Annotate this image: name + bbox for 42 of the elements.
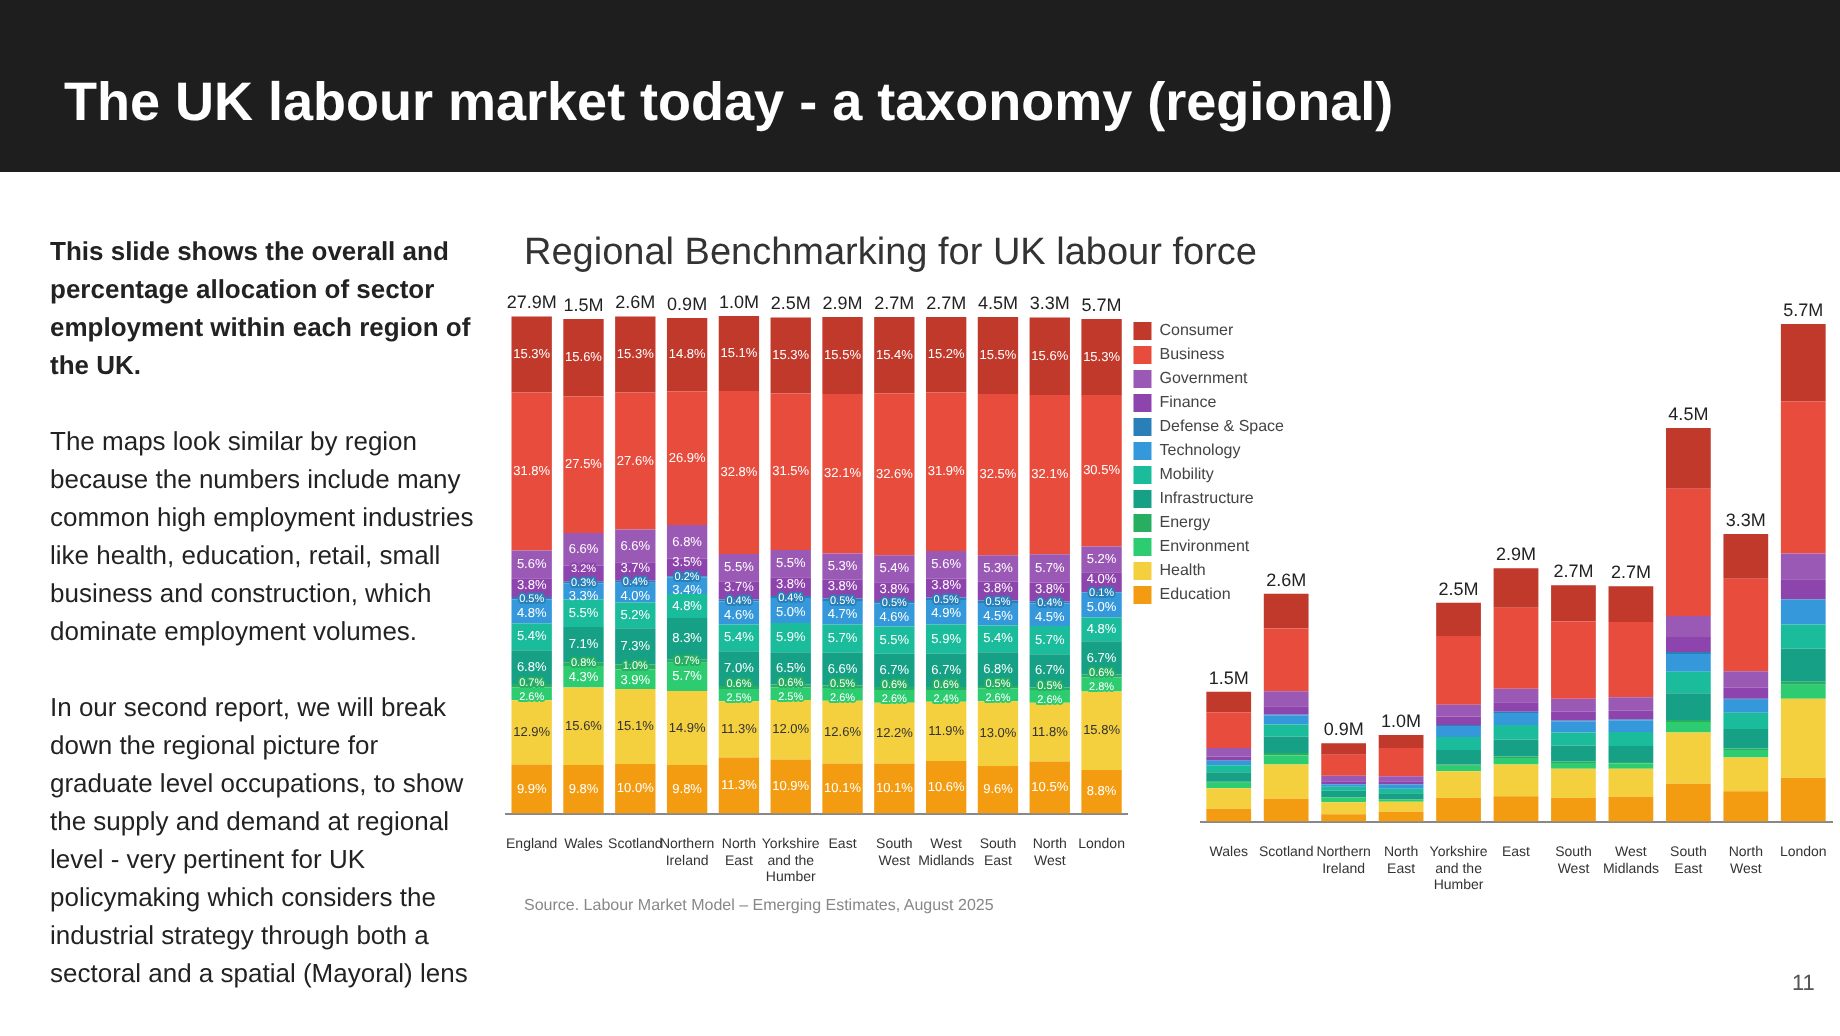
legend-label: Health — [1159, 561, 1206, 580]
legend-label: Energy — [1159, 513, 1211, 532]
annotation: 1.5M — [1208, 667, 1249, 688]
legend-label: Consumer — [1159, 321, 1234, 340]
chart-subtitle: Regional Benchmarking for UK labour force — [524, 232, 1257, 276]
text: This slide shows the overall and percentage allocation of sector employment within each region of the UK. — [50, 234, 473, 384]
annotation: 2.7M — [1553, 561, 1594, 582]
annotation: 1.0M — [718, 291, 759, 312]
legend-label: Business — [1159, 345, 1225, 364]
legend-label: Mobility — [1159, 465, 1214, 484]
annotation: 2.7M — [1610, 562, 1651, 583]
annotation: 1.0M — [1381, 710, 1422, 731]
legend-label: Technology — [1159, 441, 1241, 460]
legend-label: Environment — [1159, 537, 1251, 556]
annotation: 4.5M — [977, 292, 1018, 313]
annotation: 2.9M — [822, 292, 863, 313]
annotation: 2.5M — [1438, 578, 1479, 599]
text: 11 — [1792, 972, 1815, 996]
annotation: 0.9M — [667, 293, 708, 314]
legend-label: Finance — [1159, 393, 1218, 412]
annotation: 5.7M — [1081, 294, 1122, 315]
legend-label: Government — [1159, 369, 1250, 388]
annotation: 2.7M — [874, 292, 915, 313]
text: In our second report, we will break down the regional picture for graduate level occupations, to show the supply and demand at regional level - very pertinent for UK policymaking which considers the industrial strategy through both a sectoral and a spatial (Mayoral) lens — [50, 690, 470, 992]
source-note: Source. Labour Market Model – Emerging Estimates, August 2025 — [524, 896, 994, 914]
annotation: 3.3M — [1029, 293, 1070, 314]
annotation: 0.9M — [1323, 719, 1364, 740]
annotation: 2.6M — [615, 292, 656, 313]
legend-label: Education — [1159, 585, 1231, 604]
annotation: 1.5M — [563, 294, 604, 315]
annotation: 27.9M — [506, 292, 557, 313]
annotation: 2.9M — [1495, 544, 1537, 565]
annotation: 5.7M — [1783, 299, 1824, 320]
annotation: 3.3M — [1725, 509, 1766, 530]
annotation: 2.6M — [1266, 569, 1307, 590]
legend-label: Defense & Space — [1159, 417, 1286, 436]
chart-title: The UK labour market today - a taxonomy (regional) — [64, 72, 1394, 134]
annotation: 2.7M — [926, 292, 967, 313]
annotation: 4.5M — [1668, 403, 1709, 424]
text: The maps look similar by region because the numbers include many common high employment industries like health, education, retail, small business and construction, which dominate employment volumes. — [50, 424, 476, 650]
legend-label: Infrastructure — [1159, 489, 1255, 508]
annotation: 2.5M — [770, 293, 811, 314]
